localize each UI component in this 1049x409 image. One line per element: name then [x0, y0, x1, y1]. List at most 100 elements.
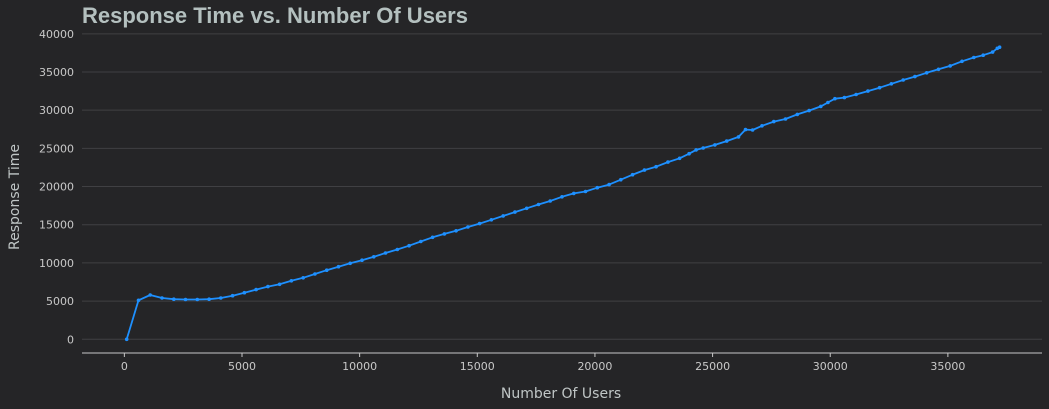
data-point	[713, 143, 717, 147]
y-axis-label: Response Time	[7, 144, 23, 250]
data-point	[313, 272, 317, 276]
data-point	[960, 59, 964, 64]
data-point	[230, 293, 235, 298]
data-point	[607, 182, 611, 187]
series-layer	[124, 45, 1002, 342]
data-point	[772, 119, 776, 124]
data-point	[454, 229, 458, 233]
data-point	[724, 139, 729, 143]
data-point	[124, 337, 129, 342]
series-line	[125, 46, 1000, 340]
x-tick-label: 10000	[342, 360, 377, 373]
data-point	[687, 151, 691, 156]
data-point	[642, 168, 647, 172]
data-point	[219, 296, 223, 300]
y-tick-label: 40000	[39, 28, 74, 41]
data-point	[630, 172, 635, 177]
data-point	[560, 195, 564, 199]
data-point	[936, 67, 941, 72]
data-point	[654, 164, 658, 169]
data-point	[136, 298, 141, 303]
data-point	[489, 218, 494, 222]
y-tick-label: 25000	[39, 142, 74, 155]
data-point	[148, 293, 152, 297]
data-point	[743, 127, 748, 132]
data-point	[501, 214, 506, 218]
y-tick-label: 20000	[39, 181, 74, 194]
data-point	[254, 287, 258, 292]
data-point	[277, 282, 282, 287]
data-point	[981, 53, 985, 57]
y-tick-label: 30000	[39, 104, 74, 117]
data-point	[924, 71, 929, 75]
data-point	[183, 297, 188, 302]
data-point	[266, 284, 270, 289]
data-point	[513, 210, 517, 214]
data-point	[595, 185, 600, 190]
data-point	[548, 199, 552, 203]
y-tick-label: 10000	[39, 257, 74, 270]
data-point	[372, 254, 376, 259]
data-point	[948, 64, 952, 68]
data-point	[442, 232, 447, 236]
data-point	[997, 45, 1002, 49]
y-tick-label: 15000	[39, 219, 74, 232]
data-point	[348, 261, 353, 266]
data-point	[301, 276, 306, 280]
data-point	[524, 206, 529, 211]
data-point	[407, 243, 411, 248]
data-point	[889, 82, 894, 86]
data-point	[701, 146, 705, 150]
data-point	[160, 296, 164, 300]
data-point	[990, 50, 995, 54]
data-point	[324, 268, 329, 273]
data-point	[466, 225, 470, 229]
x-tick-label: 25000	[695, 360, 730, 373]
x-tick-label: 15000	[460, 360, 495, 373]
data-point	[795, 112, 800, 117]
y-tick-label: 35000	[39, 66, 74, 79]
data-point	[877, 85, 882, 90]
y-tick-label: 0	[67, 333, 74, 346]
data-point	[430, 235, 435, 240]
data-point	[694, 148, 698, 152]
data-point	[419, 239, 423, 244]
data-point	[395, 247, 400, 252]
data-point	[336, 264, 341, 269]
x-tick-label: 20000	[577, 360, 612, 373]
data-point	[242, 290, 247, 295]
data-point	[289, 279, 294, 283]
x-tick-label: 30000	[813, 360, 848, 373]
data-point	[619, 177, 623, 182]
data-point	[666, 160, 670, 164]
data-point	[833, 96, 837, 101]
x-tick-label: 35000	[930, 360, 965, 373]
data-point	[360, 258, 364, 263]
data-point	[536, 202, 541, 207]
grid-lines	[82, 33, 1042, 340]
x-tick-label: 5000	[228, 360, 256, 373]
data-point	[207, 297, 211, 302]
data-point	[477, 221, 482, 226]
y-tick-label: 5000	[46, 295, 74, 308]
x-axis-label: Number Of Users	[501, 386, 621, 402]
data-point	[760, 124, 764, 128]
data-point	[854, 92, 858, 97]
data-point	[195, 297, 200, 302]
data-point	[783, 117, 788, 121]
data-point	[901, 78, 905, 82]
chart-title: Response Time vs. Number Of Users	[82, 3, 468, 28]
data-point	[383, 251, 388, 255]
data-point	[677, 156, 682, 161]
data-point	[913, 74, 917, 79]
data-point	[572, 191, 576, 196]
axes: 0 5000 10000 15000 20000 25000 30000 35000 40000…	[39, 28, 1042, 373]
x-tick-label: 0	[121, 360, 128, 373]
data-point	[750, 128, 755, 132]
data-point	[819, 104, 823, 109]
data-point	[583, 189, 588, 194]
data-point	[842, 95, 847, 100]
data-point	[807, 108, 811, 113]
data-point	[172, 297, 176, 302]
